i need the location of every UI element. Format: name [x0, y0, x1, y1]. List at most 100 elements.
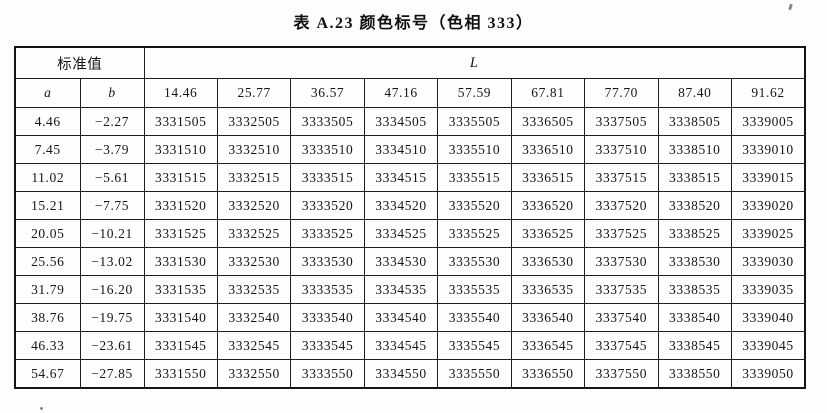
stub-header-label: 标准值 [14, 46, 145, 79]
table-row: 25.56 −13.02 3331530 3332530 3333530 3334530 3… [14, 247, 806, 276]
cell-b: −23.61 [79, 331, 145, 360]
scan-artifact-dot [40, 407, 43, 410]
cell-color-code: 3337540 [584, 303, 659, 332]
cell-b: −2.27 [79, 107, 145, 136]
cell-color-code: 3339030 [731, 247, 806, 276]
cell-a: 7.45 [14, 135, 81, 164]
cell-color-code: 3332540 [216, 303, 292, 332]
cell-color-code: 3334525 [363, 219, 439, 248]
cell-color-code: 3337515 [584, 163, 659, 192]
cell-a: 38.76 [14, 303, 81, 332]
cell-color-code: 3335520 [437, 191, 512, 220]
cell-b: −7.75 [79, 191, 145, 220]
cell-color-code: 3339040 [731, 303, 806, 332]
cell-color-code: 3337510 [584, 135, 659, 164]
cell-color-code: 3337505 [584, 107, 659, 136]
cell-color-code: 3331545 [143, 331, 218, 360]
cell-color-code: 3336505 [510, 107, 586, 136]
cell-color-code: 3338540 [657, 303, 733, 332]
cell-color-code: 3336520 [510, 191, 586, 220]
cell-a: 46.33 [14, 331, 81, 360]
cell-color-code: 3338510 [657, 135, 733, 164]
table-body: 4.46 −2.27 3331505 3332505 3333505 3334505 333… [14, 107, 806, 389]
l-group-header-label: L [143, 46, 806, 79]
cell-color-code: 3338550 [657, 359, 733, 389]
cell-color-code: 3331535 [143, 275, 218, 304]
cell-color-code: 3331520 [143, 191, 218, 220]
col-header-l-value: 57.59 [437, 78, 512, 108]
cell-color-code: 3339005 [731, 107, 806, 136]
col-header-l-value: 47.16 [363, 78, 439, 108]
table-row: 11.02 −5.61 3331515 3332515 3333515 3334515 33… [14, 163, 806, 192]
cell-color-code: 3333515 [290, 163, 365, 192]
cell-color-code: 3331550 [143, 359, 218, 389]
cell-color-code: 3331510 [143, 135, 218, 164]
cell-color-code: 3331530 [143, 247, 218, 276]
cell-color-code: 3336510 [510, 135, 586, 164]
cell-color-code: 3335540 [437, 303, 512, 332]
cell-b: −16.20 [79, 275, 145, 304]
cell-color-code: 3338535 [657, 275, 733, 304]
cell-color-code: 3335510 [437, 135, 512, 164]
cell-color-code: 3334515 [363, 163, 439, 192]
cell-a: 11.02 [14, 163, 81, 192]
cell-color-code: 3334535 [363, 275, 439, 304]
cell-color-code: 3333545 [290, 331, 365, 360]
col-header-l-value: 67.81 [510, 78, 586, 108]
cell-color-code: 3332535 [216, 275, 292, 304]
cell-color-code: 3332510 [216, 135, 292, 164]
cell-color-code: 3334530 [363, 247, 439, 276]
cell-color-code: 3331540 [143, 303, 218, 332]
cell-color-code: 3339025 [731, 219, 806, 248]
header-row-values: a b 14.46 25.77 36.57 47.16 57.59 67.81 … [14, 78, 806, 108]
col-header-l-value: 87.40 [657, 78, 733, 108]
cell-color-code: 3333535 [290, 275, 365, 304]
col-header-l-value: 25.77 [216, 78, 292, 108]
cell-color-code: 3335535 [437, 275, 512, 304]
col-header-l-value: 91.62 [731, 78, 806, 108]
col-header-a: a [14, 78, 81, 108]
cell-color-code: 3339045 [731, 331, 806, 360]
cell-b: −5.61 [79, 163, 145, 192]
cell-color-code: 3335505 [437, 107, 512, 136]
cell-color-code: 3338520 [657, 191, 733, 220]
cell-color-code: 3337550 [584, 359, 659, 389]
cell-color-code: 3333510 [290, 135, 365, 164]
table-row: 20.05 −10.21 3331525 3332525 3333525 3334525 3… [14, 219, 806, 248]
cell-color-code: 3332550 [216, 359, 292, 389]
table-row: 4.46 −2.27 3331505 3332505 3333505 3334505 333… [14, 107, 806, 136]
cell-color-code: 3332515 [216, 163, 292, 192]
cell-color-code: 3338530 [657, 247, 733, 276]
cell-b: −10.21 [79, 219, 145, 248]
cell-color-code: 3335515 [437, 163, 512, 192]
cell-color-code: 3332505 [216, 107, 292, 136]
cell-a: 31.79 [14, 275, 81, 304]
cell-color-code: 3332530 [216, 247, 292, 276]
table-row: 31.79 −16.20 3331535 3332535 3333535 3334535 3… [14, 275, 806, 304]
cell-color-code: 3331525 [143, 219, 218, 248]
cell-color-code: 3338515 [657, 163, 733, 192]
cell-color-code: 3338505 [657, 107, 733, 136]
cell-color-code: 3335545 [437, 331, 512, 360]
cell-color-code: 3333530 [290, 247, 365, 276]
header-row-groups: 标准值 L [14, 46, 806, 79]
cell-color-code: 3331505 [143, 107, 218, 136]
cell-color-code: 3339010 [731, 135, 806, 164]
cell-color-code: 3335525 [437, 219, 512, 248]
cell-color-code: 3337535 [584, 275, 659, 304]
cell-color-code: 3337530 [584, 247, 659, 276]
cell-color-code: 3332520 [216, 191, 292, 220]
cell-a: 15.21 [14, 191, 81, 220]
cell-color-code: 3339035 [731, 275, 806, 304]
cell-color-code: 3334550 [363, 359, 439, 389]
cell-color-code: 3333520 [290, 191, 365, 220]
cell-color-code: 3333505 [290, 107, 365, 136]
cell-a: 4.46 [14, 107, 81, 136]
cell-color-code: 3339020 [731, 191, 806, 220]
col-header-l-value: 36.57 [290, 78, 365, 108]
cell-color-code: 3336550 [510, 359, 586, 389]
cell-color-code: 3332525 [216, 219, 292, 248]
cell-a: 25.56 [14, 247, 81, 276]
table-row: 15.21 −7.75 3331520 3332520 3333520 3334520 33… [14, 191, 806, 220]
cell-color-code: 3334540 [363, 303, 439, 332]
